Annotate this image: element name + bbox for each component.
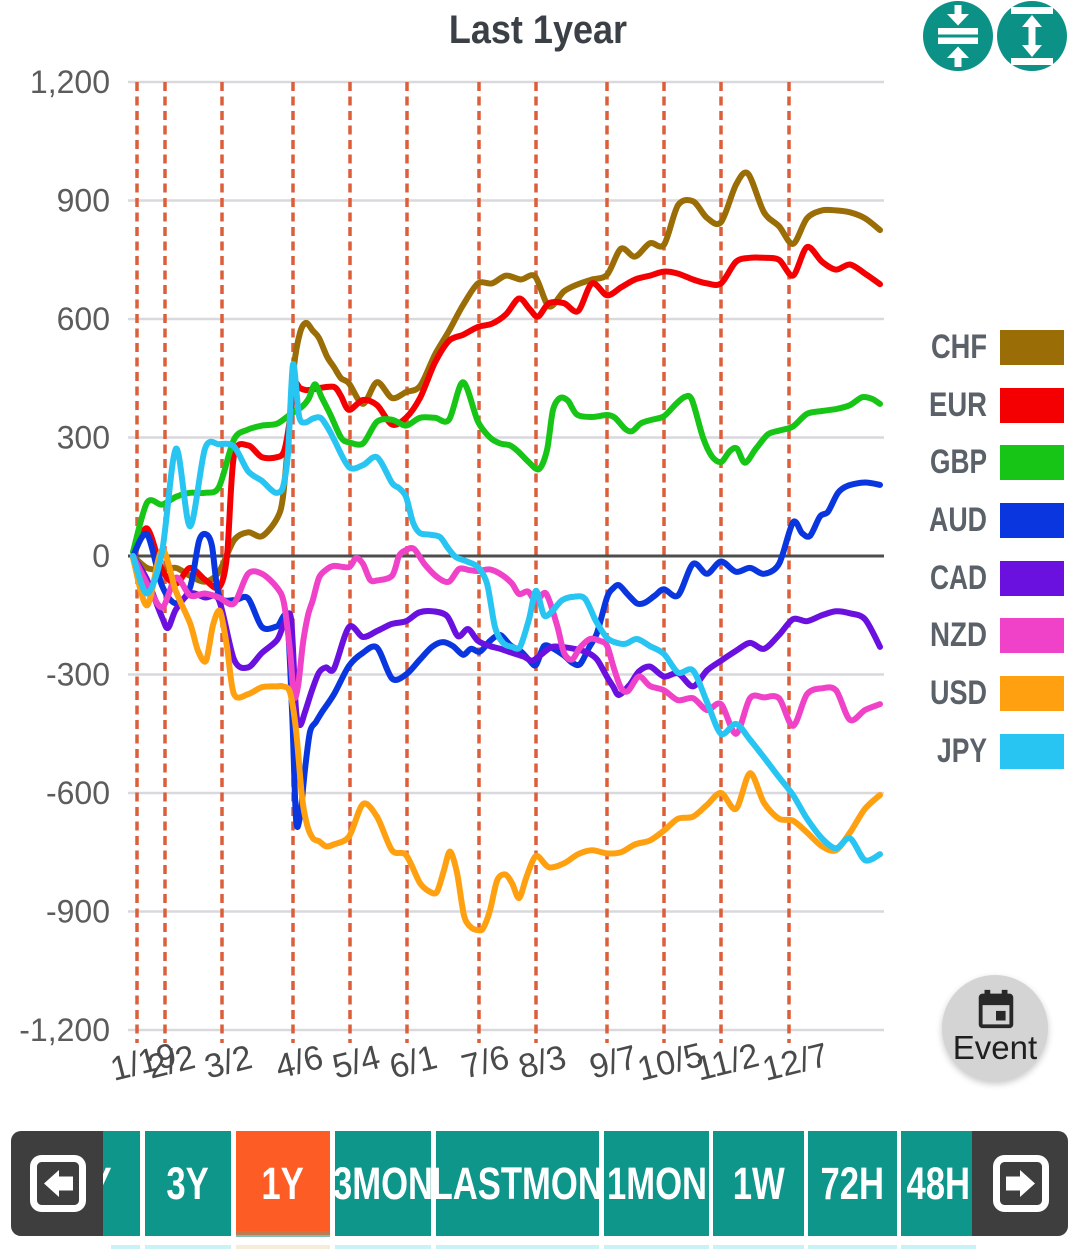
svg-text:JPY: JPY — [937, 732, 987, 770]
svg-text:9/7: 9/7 — [586, 1038, 641, 1086]
svg-text:-1,200: -1,200 — [19, 1012, 110, 1048]
svg-text:900: 900 — [57, 183, 110, 219]
svg-text:7/6: 7/6 — [458, 1038, 513, 1086]
svg-text:CAD: CAD — [930, 559, 987, 597]
svg-text:12/7: 12/7 — [759, 1036, 832, 1089]
svg-text:GBP: GBP — [930, 443, 987, 481]
svg-text:6/1: 6/1 — [386, 1038, 441, 1086]
svg-text:600: 600 — [57, 301, 110, 337]
svg-text:1,200: 1,200 — [30, 64, 110, 100]
svg-text:11/2: 11/2 — [692, 1036, 763, 1088]
svg-text:-600: -600 — [46, 775, 110, 811]
svg-text:300: 300 — [57, 420, 110, 456]
svg-text:CHF: CHF — [931, 328, 987, 366]
svg-text:USD: USD — [930, 674, 987, 712]
svg-text:-300: -300 — [46, 657, 110, 693]
svg-text:EUR: EUR — [929, 386, 987, 424]
svg-text:NZD: NZD — [930, 616, 987, 654]
svg-text:0: 0 — [92, 538, 110, 574]
svg-text:AUD: AUD — [929, 501, 987, 539]
svg-text:3/2: 3/2 — [201, 1038, 256, 1086]
svg-text:8/3: 8/3 — [515, 1038, 570, 1086]
svg-text:4/6: 4/6 — [272, 1038, 327, 1086]
svg-text:-900: -900 — [46, 894, 110, 930]
svg-text:5/4: 5/4 — [329, 1038, 384, 1086]
